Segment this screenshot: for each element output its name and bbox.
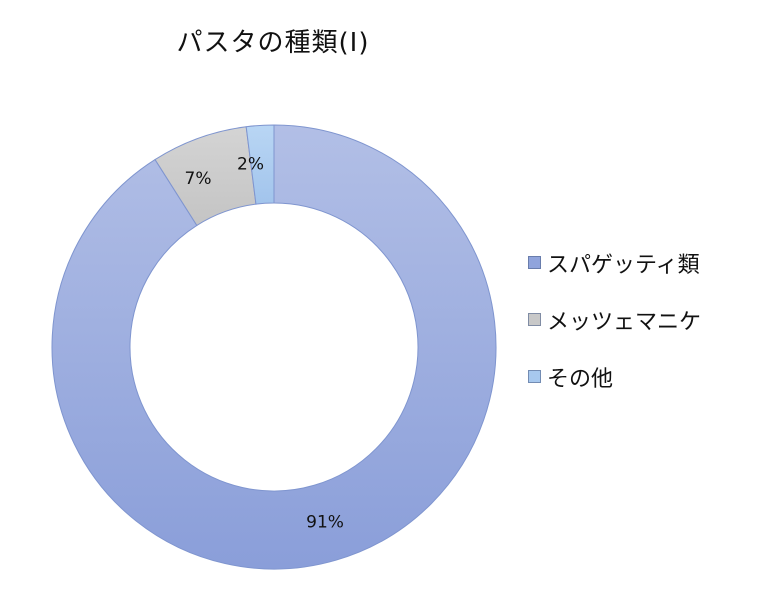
legend-item-spaghetti: スパゲッティ類 bbox=[528, 234, 701, 291]
legend-label: その他 bbox=[547, 366, 614, 392]
legend-swatch bbox=[528, 370, 541, 383]
legend: スパゲッティ類 メッツェマニケ その他 bbox=[528, 234, 701, 405]
legend-item-other: その他 bbox=[528, 348, 701, 405]
data-label-mezze-maniche: 7% bbox=[185, 169, 212, 189]
legend-swatch bbox=[528, 313, 541, 326]
data-label-other: 2% bbox=[237, 154, 264, 174]
data-label-spaghetti: 91% bbox=[306, 513, 344, 533]
slice-spaghetti bbox=[51, 124, 497, 570]
slice-other bbox=[245, 124, 275, 205]
legend-label: スパゲッティ類 bbox=[547, 252, 700, 278]
chart-title: パスタの種類(I) bbox=[176, 28, 370, 58]
legend-item-mezze-maniche: メッツェマニケ bbox=[528, 291, 701, 348]
legend-label: メッツェマニケ bbox=[547, 309, 702, 335]
legend-swatch bbox=[528, 256, 541, 269]
